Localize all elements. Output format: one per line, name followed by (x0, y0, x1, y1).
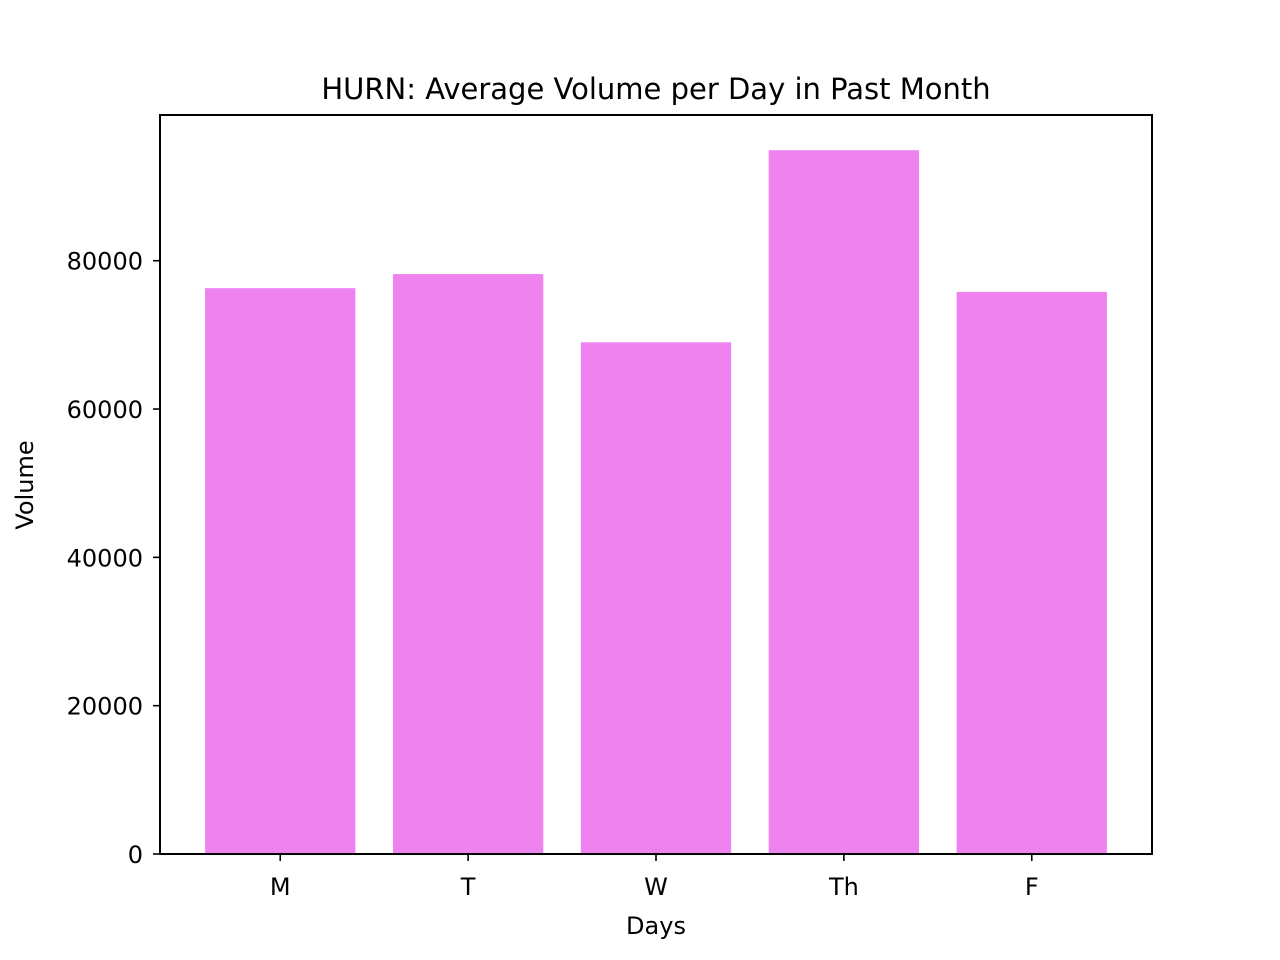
bar-th (768, 150, 920, 855)
x-tick-label-t: T (460, 873, 476, 901)
bar-w (580, 342, 732, 854)
x-tick-label-th: Th (828, 873, 859, 901)
x-axis-label: Days (626, 912, 686, 940)
x-tick-label-m: M (270, 873, 291, 901)
chart-title: HURN: Average Volume per Day in Past Mon… (321, 72, 990, 106)
y-tick-label-60000: 60000 (67, 396, 143, 424)
y-axis-label: Volume (11, 440, 39, 529)
x-tick-label-w: W (644, 873, 668, 901)
y-tick-label-80000: 80000 (67, 248, 143, 276)
bars-layer (205, 150, 1107, 855)
y-tick-label-40000: 40000 (67, 544, 143, 572)
y-axis: 0 20000 40000 60000 80000 (67, 248, 160, 869)
x-axis: M T W Th F (270, 854, 1039, 901)
bar-m (205, 288, 356, 854)
x-tick-label-f: F (1025, 873, 1039, 901)
bar-t (392, 274, 544, 854)
y-tick-label-0: 0 (128, 841, 143, 869)
y-tick-label-20000: 20000 (67, 693, 143, 721)
bar-f (956, 291, 1107, 854)
